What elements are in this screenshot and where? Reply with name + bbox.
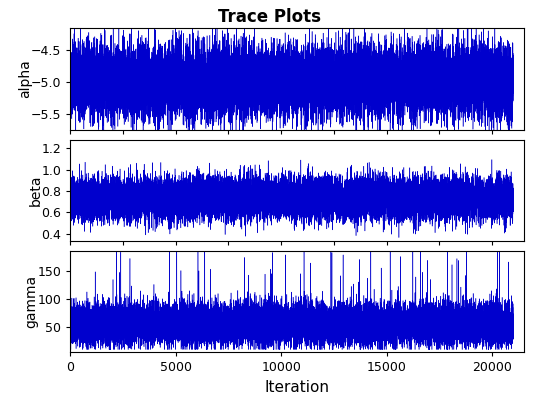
- Y-axis label: gamma: gamma: [25, 275, 39, 328]
- Text: Trace Plots: Trace Plots: [219, 8, 321, 26]
- Y-axis label: alpha: alpha: [18, 60, 32, 98]
- Y-axis label: beta: beta: [29, 175, 43, 206]
- X-axis label: Iteration: Iteration: [265, 380, 329, 395]
